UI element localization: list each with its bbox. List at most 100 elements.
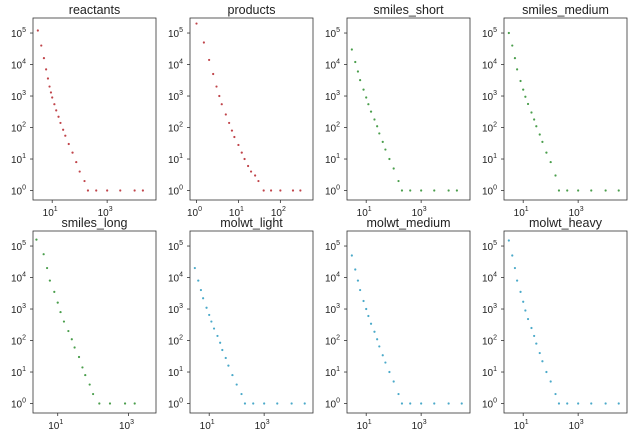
data-point (507, 31, 510, 35)
data-point (522, 300, 525, 303)
y-tick-exponent: 2 (179, 122, 183, 129)
data-point (507, 239, 510, 242)
y-tick-label: 105 (482, 240, 497, 253)
y-tick-label: 100 (325, 185, 340, 198)
data-point (75, 160, 78, 164)
data-point (447, 402, 450, 405)
data-point (513, 57, 517, 60)
y-tick-label: 103 (325, 303, 340, 316)
y-tick-label: 103 (11, 90, 26, 103)
y-tick-label: 102 (11, 335, 26, 348)
y-tick-exponent: 4 (22, 59, 26, 66)
data-point (108, 402, 112, 405)
y-tick-label: 100 (11, 185, 26, 198)
x-tick-label: 101 (514, 206, 529, 219)
y-tick-exponent: 0 (179, 185, 183, 192)
scatter-points (350, 254, 463, 405)
data-point (95, 189, 98, 192)
data-point (566, 402, 569, 405)
y-tick-exponent: 2 (493, 335, 497, 342)
data-point (545, 151, 548, 154)
y-tick-exponent: 0 (336, 398, 340, 405)
data-point (106, 189, 109, 192)
y-tick-exponent: 1 (493, 153, 497, 160)
panel-title: smiles_medium (522, 3, 609, 17)
data-point (530, 326, 533, 330)
scatter-points (36, 29, 144, 192)
y-tick-label: 104 (11, 59, 26, 72)
y-tick-label: 101 (325, 366, 340, 379)
y-tick-label: 102 (482, 335, 497, 348)
data-point (376, 338, 379, 341)
y-tick-exponent: 4 (179, 59, 183, 66)
data-point (215, 85, 218, 88)
data-point (77, 355, 81, 359)
data-point (519, 79, 522, 83)
scatter-points (195, 22, 302, 192)
data-point (522, 88, 525, 91)
data-point (49, 91, 53, 94)
data-point (392, 167, 395, 170)
data-point (549, 160, 552, 164)
data-point (224, 356, 227, 360)
data-point (359, 288, 362, 292)
data-point (566, 189, 569, 192)
data-point (519, 290, 522, 293)
plot-frame (503, 17, 628, 201)
y-tick-exponent: 5 (493, 27, 497, 34)
data-point (228, 121, 231, 125)
y-tick-exponent: 5 (336, 240, 340, 247)
data-point (55, 109, 58, 112)
y-tick-exponent: 0 (22, 185, 26, 192)
data-point (221, 348, 224, 352)
data-point (88, 383, 91, 386)
data-point (516, 279, 519, 282)
data-point (384, 148, 387, 151)
data-point (356, 70, 360, 73)
data-point (538, 133, 541, 136)
data-point (45, 68, 48, 71)
x-tick-exponent: 1 (211, 419, 215, 426)
data-point (350, 254, 353, 257)
x-tick-label: 101 (514, 419, 529, 432)
y-tick-exponent: 0 (493, 398, 497, 405)
panel-title: molwt_medium (366, 216, 450, 230)
y-tick-label: 102 (168, 122, 183, 135)
data-point (212, 72, 215, 76)
y-tick-exponent: 1 (493, 366, 497, 373)
data-point (533, 118, 536, 121)
data-point (218, 94, 221, 98)
data-point (524, 309, 527, 312)
panel-title: reactants (69, 3, 120, 17)
y-tick-label: 105 (11, 240, 26, 253)
data-point (252, 402, 255, 405)
data-point (84, 373, 87, 377)
x-tick-label: 103 (569, 419, 584, 432)
data-point (219, 341, 222, 344)
y-tick-exponent: 3 (336, 90, 340, 97)
y-tick-label: 104 (482, 59, 497, 72)
data-point (545, 370, 548, 374)
data-point (290, 402, 293, 405)
data-point (46, 77, 50, 80)
data-point (237, 143, 240, 147)
data-point (262, 189, 265, 192)
y-tick-label: 100 (168, 185, 183, 198)
x-tick-exponent: 3 (266, 419, 270, 426)
data-point (511, 254, 514, 257)
data-point (42, 57, 46, 60)
x-tick-exponent: 1 (525, 419, 529, 426)
y-tick-label: 103 (482, 90, 497, 103)
data-point (447, 189, 450, 192)
data-point (617, 189, 620, 192)
data-point (195, 22, 198, 25)
data-point (202, 297, 205, 300)
data-point (67, 329, 70, 333)
y-tick-label: 101 (482, 153, 497, 166)
data-point (511, 44, 514, 47)
y-tick-exponent: 4 (336, 272, 340, 279)
y-tick-label: 101 (168, 153, 183, 166)
data-point (216, 334, 219, 338)
data-point (557, 402, 561, 405)
